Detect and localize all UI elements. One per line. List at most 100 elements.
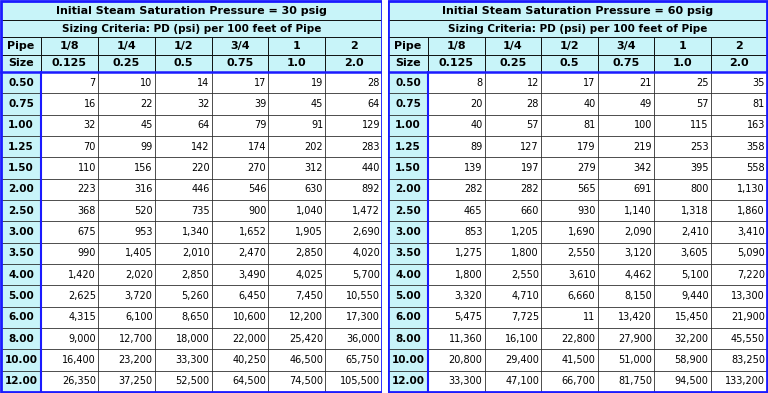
Bar [1,221,41,242]
Text: Pipe: Pipe [395,41,422,51]
Bar [428,221,485,242]
Text: 32: 32 [84,120,96,130]
Text: 81: 81 [753,99,765,109]
Bar [98,157,154,179]
Bar [268,55,325,72]
Bar [41,371,98,392]
Text: 5,475: 5,475 [455,312,482,322]
Bar [388,242,428,264]
Text: 4.00: 4.00 [8,270,34,280]
Bar [268,221,325,242]
Text: 8.00: 8.00 [8,334,34,343]
Bar [710,307,767,328]
Text: 4,462: 4,462 [624,270,652,280]
Bar [485,179,541,200]
Bar [1,349,41,371]
Text: 64: 64 [197,120,210,130]
Bar [388,136,428,157]
Bar [154,242,211,264]
Text: 223: 223 [78,184,96,194]
Bar [388,349,428,371]
Text: 565: 565 [577,184,595,194]
Bar [98,221,154,242]
Bar [41,221,98,242]
Bar [268,115,325,136]
Text: 74,500: 74,500 [290,376,323,386]
Text: 25,420: 25,420 [289,334,323,343]
Text: 81: 81 [583,120,595,130]
Bar [154,285,211,307]
Bar [428,72,485,93]
Bar [268,328,325,349]
Text: 1,318: 1,318 [681,206,709,216]
Bar [98,179,154,200]
Text: 253: 253 [690,141,709,152]
Text: 735: 735 [191,206,210,216]
Bar [98,55,154,72]
Bar [388,157,428,179]
Bar [388,37,428,55]
Text: Size: Size [8,59,34,68]
Bar [154,157,211,179]
Bar [388,221,428,242]
Bar [710,93,767,115]
Bar [485,307,541,328]
Text: 17: 17 [254,78,266,88]
Text: 990: 990 [78,248,96,258]
Bar [598,157,654,179]
Text: 139: 139 [464,163,482,173]
Bar [211,200,268,221]
Bar [428,349,485,371]
Text: 8,650: 8,650 [182,312,210,322]
Bar [98,200,154,221]
Text: 660: 660 [521,206,539,216]
Bar [710,285,767,307]
Bar [485,242,541,264]
Bar [654,242,710,264]
Bar [598,55,654,72]
Text: 220: 220 [191,163,210,173]
Bar [325,200,382,221]
Bar [325,307,382,328]
Text: 1,860: 1,860 [737,206,765,216]
Bar [211,328,268,349]
Bar [485,37,541,55]
Bar [211,179,268,200]
Text: 853: 853 [464,227,482,237]
Bar [428,328,485,349]
Text: 6,100: 6,100 [125,312,153,322]
Text: 129: 129 [362,120,380,130]
Bar [654,328,710,349]
Bar [598,115,654,136]
Text: 1/8: 1/8 [446,41,466,51]
Text: 11: 11 [583,312,595,322]
Bar [325,115,382,136]
Text: 1.0: 1.0 [673,59,692,68]
Text: 3.00: 3.00 [8,227,34,237]
Text: 27,900: 27,900 [618,334,652,343]
Text: 197: 197 [521,163,539,173]
Bar [1,136,41,157]
Text: 0.75: 0.75 [8,99,34,109]
Bar [428,37,485,55]
Bar [268,72,325,93]
Text: 7,725: 7,725 [511,312,539,322]
Bar [98,285,154,307]
Bar [325,285,382,307]
Bar [98,115,154,136]
Bar [541,285,598,307]
Bar [154,328,211,349]
Text: 900: 900 [248,206,266,216]
Text: 358: 358 [746,141,765,152]
Text: 2,020: 2,020 [124,270,153,280]
Bar [428,371,485,392]
Text: 5,100: 5,100 [680,270,709,280]
Text: 316: 316 [134,184,153,194]
Bar [541,349,598,371]
Text: 12: 12 [527,78,539,88]
Bar [98,37,154,55]
Bar [654,200,710,221]
Text: Sizing Criteria: PD (psi) per 100 feet of Pipe: Sizing Criteria: PD (psi) per 100 feet o… [61,24,321,33]
Bar [41,285,98,307]
Text: 10: 10 [141,78,153,88]
